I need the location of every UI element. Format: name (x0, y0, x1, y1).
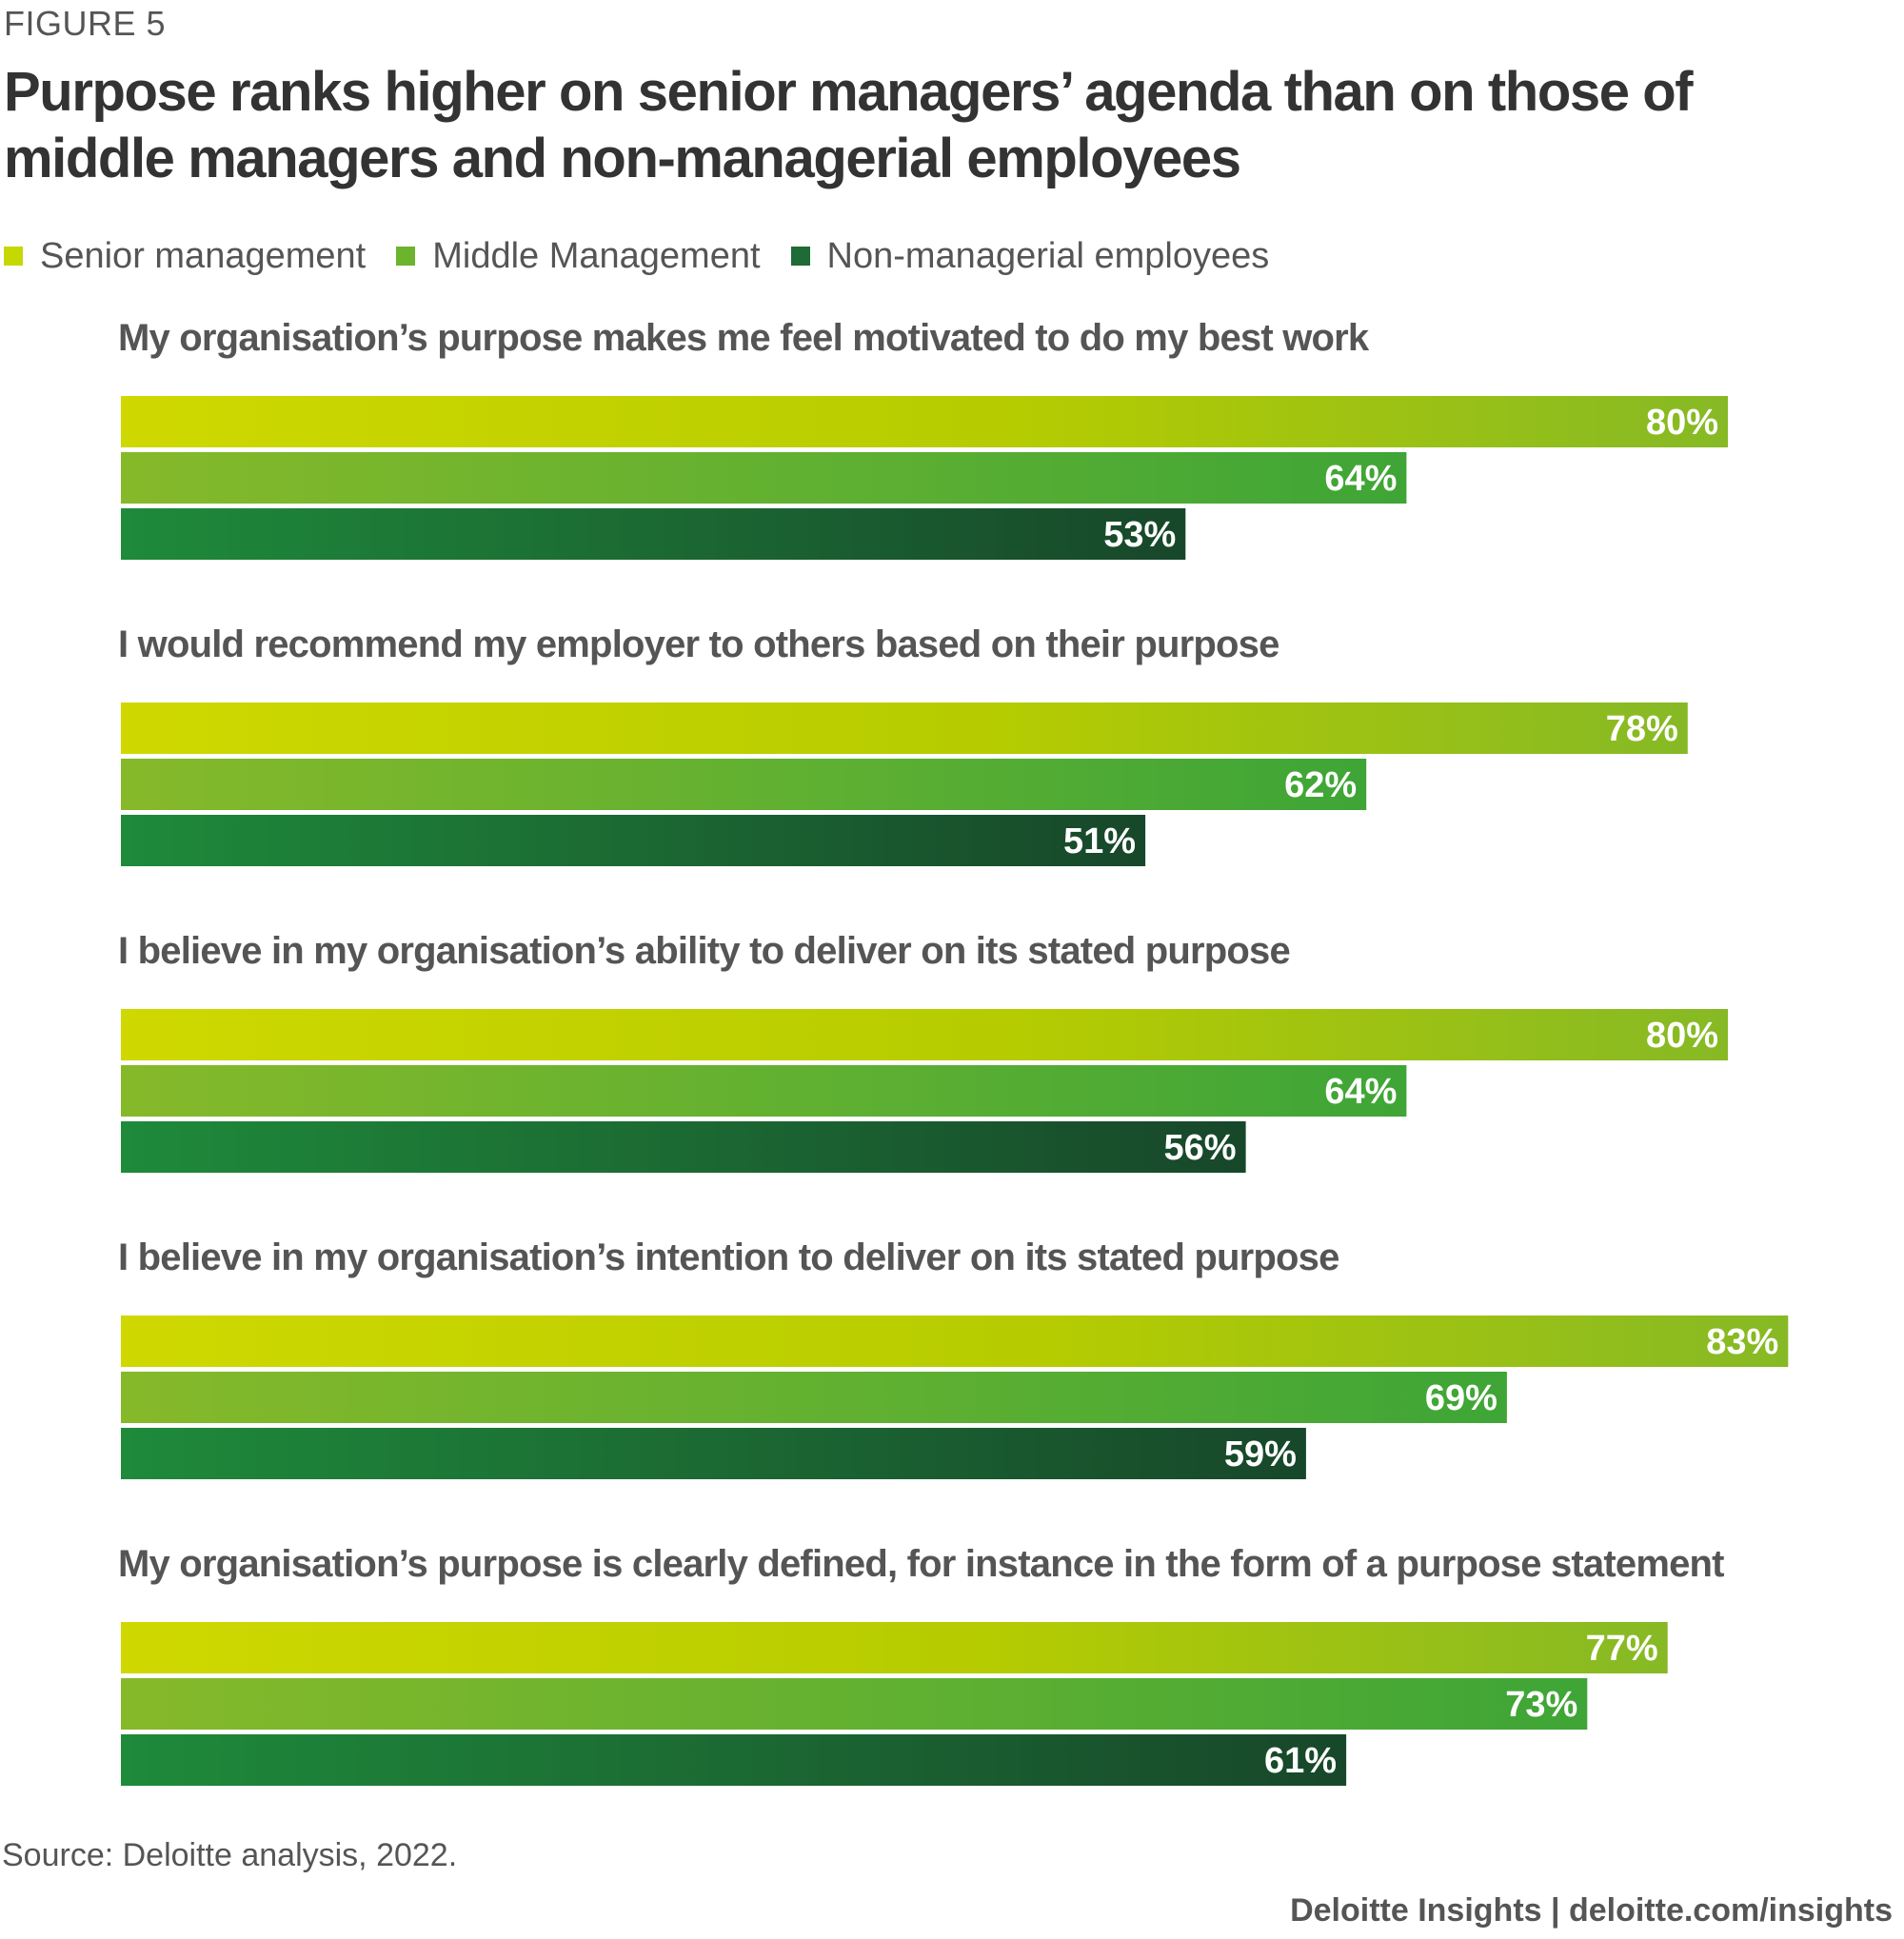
question-label-5: My organisation’s purpose is clearly def… (118, 1543, 1724, 1585)
value-label-senior-1: 80% (1646, 403, 1718, 443)
value-label-middle-5: 73% (1505, 1685, 1577, 1725)
value-label-middle-3: 64% (1324, 1072, 1397, 1112)
question-label-2: I would recommend my employer to others … (118, 623, 1279, 665)
credit-line: Deloitte Insights | deloitte.com/insight… (1290, 1892, 1893, 1929)
figure-label: FIGURE 5 (4, 4, 167, 43)
legend-item-middle: Middle Management (396, 235, 761, 277)
value-label-non-managerial-4: 59% (1224, 1434, 1297, 1474)
value-label-middle-4: 69% (1425, 1378, 1497, 1418)
question-group-3: I believe in my organisation’s ability t… (118, 930, 1728, 1173)
value-label-senior-5: 77% (1586, 1629, 1658, 1669)
legend-label-middle: Middle Management (432, 235, 761, 276)
value-label-senior-4: 83% (1706, 1322, 1778, 1362)
bar-senior-2 (121, 702, 1688, 754)
chart-layer: My organisation’s purpose makes me feel … (118, 317, 1789, 1786)
value-label-non-managerial-5: 61% (1264, 1741, 1337, 1781)
bar-senior-1 (121, 396, 1728, 447)
bar-middle-2 (121, 759, 1367, 810)
bar-middle-4 (121, 1372, 1507, 1423)
question-group-1: My organisation’s purpose makes me feel … (118, 317, 1728, 560)
bar-non-managerial-4 (121, 1428, 1306, 1479)
bar-middle-1 (121, 452, 1407, 504)
value-label-non-managerial-1: 53% (1103, 515, 1176, 555)
bar-middle-5 (121, 1678, 1588, 1730)
legend: Senior management Middle Management Non-… (4, 232, 1299, 280)
chart-title: Purpose ranks higher on senior managers’… (4, 61, 1694, 189)
legend-swatch-middle (396, 247, 416, 266)
question-group-5: My organisation’s purpose is clearly def… (118, 1543, 1725, 1786)
question-label-4: I believe in my organisation’s intention… (118, 1237, 1339, 1278)
value-label-non-managerial-2: 51% (1063, 821, 1136, 861)
value-label-middle-1: 64% (1324, 459, 1397, 499)
legend-item-non-managerial: Non-managerial employees (790, 235, 1270, 277)
legend-item-senior: Senior management (4, 236, 366, 277)
legend-swatch-non-managerial (790, 247, 810, 266)
bar-chart: My organisation’s purpose makes me feel … (118, 317, 1789, 1786)
question-label-3: I believe in my organisation’s ability t… (118, 930, 1290, 972)
bar-middle-3 (121, 1065, 1407, 1117)
bar-non-managerial-3 (121, 1121, 1246, 1173)
bar-senior-3 (121, 1009, 1728, 1060)
source-note: Source: Deloitte analysis, 2022. (2, 1837, 458, 1873)
legend-label-non-managerial: Non-managerial employees (826, 235, 1270, 276)
question-label-1: My organisation’s purpose makes me feel … (118, 317, 1370, 359)
bar-non-managerial-1 (121, 508, 1186, 560)
legend-label-senior: Senior management (40, 235, 367, 276)
value-label-non-managerial-3: 56% (1164, 1128, 1237, 1168)
question-group-4: I believe in my organisation’s intention… (118, 1237, 1789, 1479)
value-label-senior-3: 80% (1646, 1016, 1718, 1056)
value-label-senior-2: 78% (1606, 709, 1678, 749)
question-group-2: I would recommend my employer to others … (118, 623, 1688, 866)
legend-swatch-senior (4, 247, 23, 266)
bar-non-managerial-2 (121, 815, 1146, 866)
value-label-middle-2: 62% (1284, 765, 1357, 805)
bar-senior-5 (121, 1622, 1668, 1673)
bar-non-managerial-5 (121, 1734, 1347, 1786)
bar-senior-4 (121, 1316, 1789, 1367)
